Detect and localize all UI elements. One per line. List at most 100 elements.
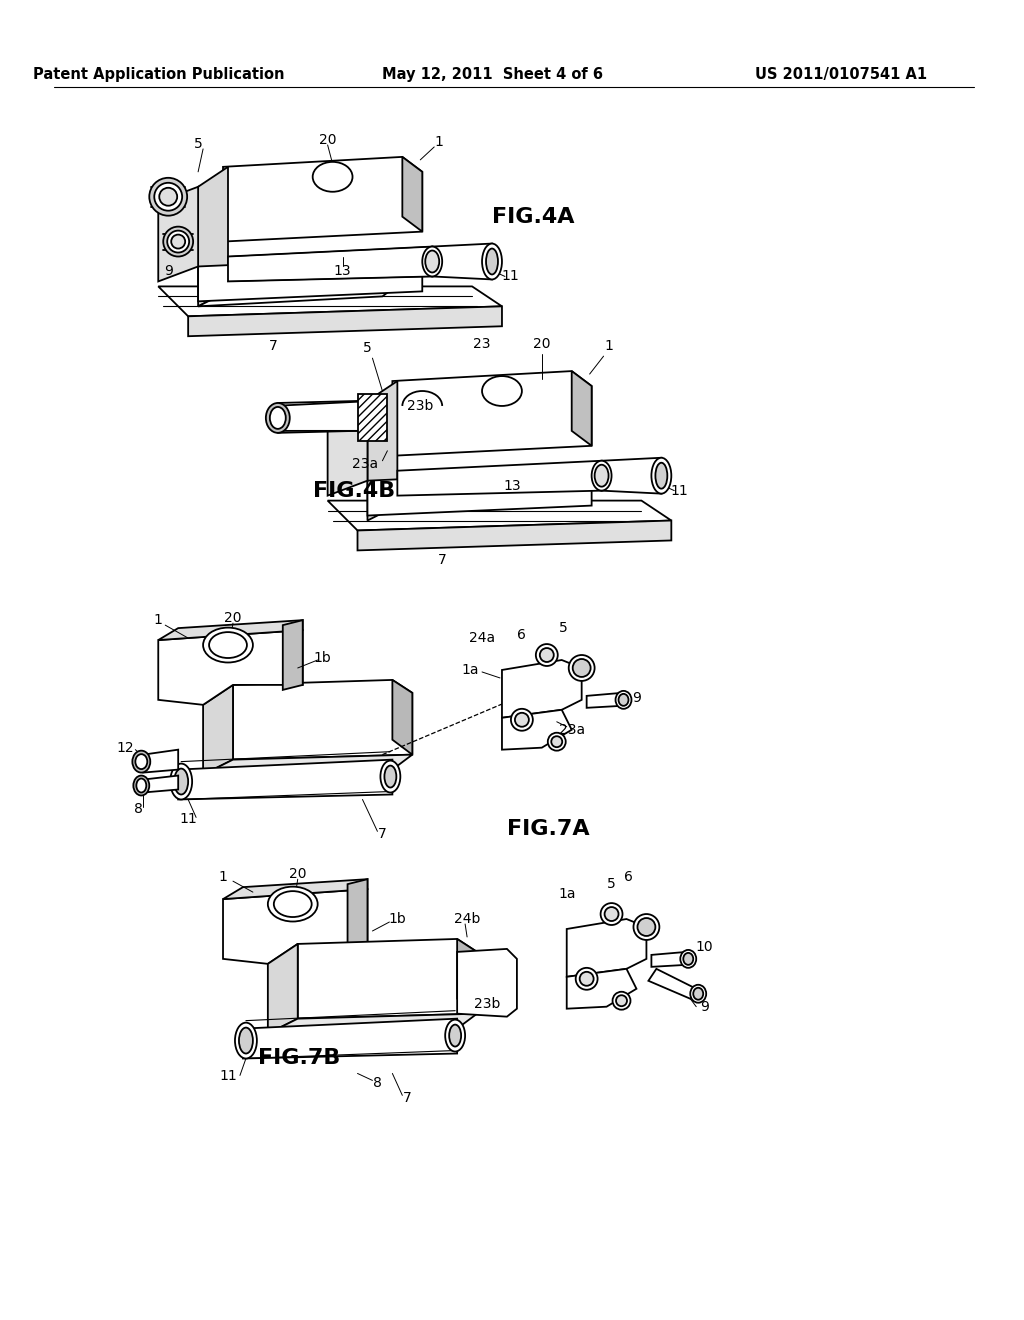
Polygon shape (159, 630, 303, 705)
Polygon shape (357, 520, 672, 550)
Polygon shape (203, 685, 233, 775)
Ellipse shape (160, 187, 177, 206)
Polygon shape (368, 471, 592, 516)
Text: 20: 20 (534, 337, 551, 351)
Text: 7: 7 (403, 1092, 412, 1105)
Ellipse shape (132, 751, 151, 772)
Polygon shape (272, 401, 373, 430)
Ellipse shape (270, 407, 286, 429)
Ellipse shape (209, 632, 247, 657)
Polygon shape (188, 306, 502, 337)
Text: 11: 11 (179, 812, 197, 826)
Ellipse shape (171, 235, 185, 248)
Polygon shape (223, 157, 422, 242)
Ellipse shape (150, 178, 187, 215)
Ellipse shape (450, 1024, 461, 1047)
Polygon shape (198, 256, 422, 301)
Text: 5: 5 (559, 622, 568, 635)
Text: 8: 8 (373, 1076, 382, 1090)
Text: 1b: 1b (313, 651, 332, 665)
Text: FIG.7A: FIG.7A (507, 820, 590, 840)
Ellipse shape (266, 403, 290, 433)
Polygon shape (571, 371, 592, 446)
Ellipse shape (135, 754, 147, 770)
Text: 1: 1 (435, 135, 443, 149)
Ellipse shape (693, 987, 703, 999)
Polygon shape (357, 393, 387, 441)
Ellipse shape (170, 763, 193, 800)
Polygon shape (159, 620, 303, 640)
Polygon shape (159, 187, 198, 281)
Text: 7: 7 (378, 828, 387, 841)
Text: 9: 9 (164, 264, 173, 279)
Ellipse shape (239, 1027, 253, 1053)
Ellipse shape (445, 1019, 465, 1052)
Ellipse shape (634, 913, 659, 940)
Ellipse shape (536, 644, 558, 667)
Polygon shape (223, 890, 368, 964)
Ellipse shape (683, 953, 693, 965)
Polygon shape (397, 461, 601, 495)
Ellipse shape (551, 737, 562, 747)
Polygon shape (159, 286, 502, 317)
Polygon shape (143, 776, 178, 792)
Ellipse shape (595, 465, 608, 487)
Text: 6: 6 (624, 870, 633, 884)
Ellipse shape (572, 659, 591, 677)
Polygon shape (392, 371, 592, 455)
Polygon shape (347, 879, 368, 949)
Text: 1b: 1b (388, 912, 407, 927)
Polygon shape (328, 401, 368, 495)
Polygon shape (368, 381, 397, 520)
Polygon shape (566, 919, 646, 977)
Ellipse shape (651, 458, 672, 494)
Polygon shape (198, 166, 228, 306)
Text: 24b: 24b (454, 912, 480, 927)
Ellipse shape (486, 248, 498, 275)
Text: 20: 20 (289, 867, 306, 882)
Ellipse shape (422, 247, 442, 276)
Polygon shape (283, 620, 303, 690)
Ellipse shape (655, 463, 668, 488)
Ellipse shape (515, 713, 528, 727)
Text: 23a: 23a (352, 457, 379, 471)
Text: FIG.4A: FIG.4A (492, 207, 574, 227)
Ellipse shape (136, 779, 146, 792)
Text: 6: 6 (517, 628, 526, 642)
Text: 1a: 1a (558, 887, 575, 902)
Text: 7: 7 (438, 553, 446, 568)
Text: 1: 1 (218, 870, 227, 884)
Text: 8: 8 (134, 803, 142, 817)
Ellipse shape (155, 182, 182, 211)
Ellipse shape (616, 995, 627, 1006)
Polygon shape (566, 969, 637, 1008)
Text: 7: 7 (268, 339, 278, 354)
Polygon shape (223, 879, 368, 899)
Text: 5: 5 (364, 341, 372, 355)
Ellipse shape (133, 776, 150, 796)
Ellipse shape (592, 461, 611, 491)
Ellipse shape (511, 709, 532, 731)
Ellipse shape (548, 733, 565, 751)
Ellipse shape (167, 231, 189, 252)
Text: Patent Application Publication: Patent Application Publication (33, 67, 284, 82)
Polygon shape (651, 952, 686, 966)
Polygon shape (203, 755, 413, 775)
Text: 11: 11 (501, 269, 519, 284)
Polygon shape (198, 281, 402, 306)
Ellipse shape (601, 903, 623, 925)
Polygon shape (402, 157, 422, 231)
Text: 11: 11 (671, 483, 688, 498)
Ellipse shape (482, 376, 522, 407)
Text: 20: 20 (224, 611, 242, 626)
Polygon shape (268, 944, 298, 1034)
Ellipse shape (174, 768, 188, 795)
Ellipse shape (381, 760, 400, 792)
Ellipse shape (268, 887, 317, 921)
Text: 5: 5 (607, 878, 615, 891)
Polygon shape (648, 969, 696, 999)
Polygon shape (502, 710, 571, 750)
Ellipse shape (568, 655, 595, 681)
Polygon shape (298, 939, 477, 1019)
Polygon shape (328, 500, 672, 531)
